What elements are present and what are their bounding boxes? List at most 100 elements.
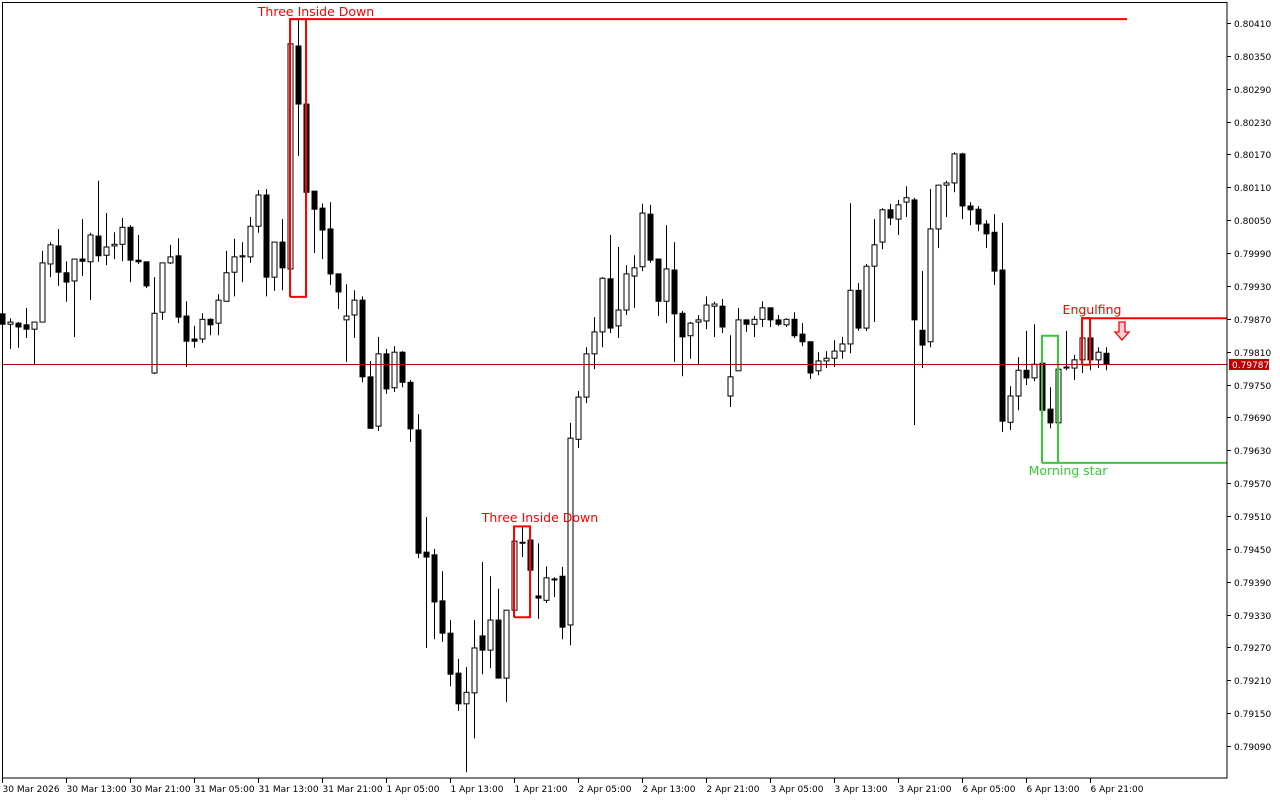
candle-body bbox=[1063, 366, 1070, 369]
candle-body bbox=[399, 351, 406, 383]
bearish-candle bbox=[855, 283, 862, 331]
candle-body bbox=[271, 241, 278, 278]
bullish-candle bbox=[583, 347, 590, 404]
candle-body bbox=[359, 299, 366, 378]
pattern-morning-star[interactable]: Morning star bbox=[1029, 334, 1227, 478]
candle-body bbox=[519, 541, 526, 544]
bearish-candle bbox=[967, 202, 974, 226]
candle-body bbox=[55, 245, 62, 273]
bullish-candle bbox=[943, 180, 950, 217]
bearish-candle bbox=[423, 517, 430, 648]
bearish-candle bbox=[447, 620, 454, 687]
pattern-label: Three Inside Down bbox=[481, 510, 598, 525]
price-tick-label: 0.79270 bbox=[1234, 644, 1271, 654]
candle-body bbox=[551, 578, 558, 581]
candle-body bbox=[23, 324, 30, 330]
price-tick-label: 0.79390 bbox=[1234, 579, 1271, 589]
candle-body bbox=[423, 551, 430, 558]
time-tick-label: 31 Mar 05:00 bbox=[195, 785, 255, 795]
pattern-box bbox=[513, 525, 531, 619]
candle-body bbox=[1047, 408, 1054, 424]
bearish-candle bbox=[175, 238, 182, 324]
pattern-three-inside-down[interactable]: Three Inside Down bbox=[257, 4, 1127, 298]
bullish-candle bbox=[727, 335, 734, 407]
bullish-candle bbox=[231, 238, 238, 297]
candle-body bbox=[327, 228, 334, 275]
bearish-candle bbox=[383, 348, 390, 394]
pattern-label: Morning star bbox=[1029, 463, 1109, 478]
bearish-candle bbox=[415, 414, 422, 559]
bullish-candle bbox=[31, 321, 38, 365]
candle-body bbox=[639, 212, 646, 268]
bearish-candle bbox=[295, 20, 302, 157]
candle-body bbox=[279, 241, 286, 269]
bearish-candle bbox=[559, 566, 566, 640]
time-tick-label: 1 Apr 21:00 bbox=[515, 785, 568, 795]
candle-body bbox=[743, 319, 750, 325]
price-tick-label: 0.80230 bbox=[1234, 119, 1271, 129]
candle-body bbox=[103, 246, 110, 256]
bearish-candle bbox=[431, 548, 438, 640]
candle-body bbox=[655, 258, 662, 302]
bearish-candle bbox=[647, 204, 654, 263]
candle-body bbox=[463, 691, 470, 705]
bullish-candle bbox=[695, 314, 702, 365]
bullish-candle bbox=[903, 186, 910, 217]
candle-body bbox=[439, 600, 446, 634]
candle-body bbox=[215, 299, 222, 324]
bullish-candle bbox=[751, 316, 758, 337]
bullish-candle bbox=[935, 184, 942, 249]
candle-body bbox=[175, 255, 182, 318]
price-tick-label: 0.79810 bbox=[1234, 349, 1271, 359]
candle-body bbox=[183, 315, 190, 342]
current-price-tag-bg bbox=[1229, 359, 1269, 370]
candle-body bbox=[935, 184, 942, 230]
bullish-candle bbox=[247, 216, 254, 263]
bullish-candle bbox=[503, 609, 510, 703]
candle-body bbox=[503, 609, 510, 679]
bullish-candle bbox=[1015, 357, 1022, 411]
candle-body bbox=[239, 255, 246, 258]
time-axis[interactable]: 30 Mar 2026 30 Mar 13:00 30 Mar 21:00 31 Ma… bbox=[2, 778, 1144, 795]
candle-body bbox=[127, 226, 134, 261]
candle-body bbox=[927, 228, 934, 343]
bearish-candle bbox=[95, 180, 102, 262]
pattern-engulfing[interactable]: Engulfing bbox=[1063, 302, 1227, 366]
bearish-candle bbox=[607, 234, 614, 334]
candle-body bbox=[879, 209, 886, 243]
time-tick-label: 3 Apr 21:00 bbox=[899, 785, 952, 795]
bullish-candle bbox=[591, 317, 598, 370]
candle-body bbox=[887, 209, 894, 219]
bullish-candle bbox=[1007, 386, 1014, 430]
bullish-candle bbox=[119, 217, 126, 262]
time-tick-label: 3 Apr 05:00 bbox=[771, 785, 824, 795]
sell-arrow-icon bbox=[1113, 321, 1131, 341]
candle-body bbox=[727, 376, 734, 397]
price-tick-label: 0.79990 bbox=[1234, 250, 1271, 260]
candle-body bbox=[487, 619, 494, 651]
price-axis[interactable]: 0.80410 0.80350 0.80290 0.80230 0.80170 0.801… bbox=[1227, 20, 1271, 753]
time-tick-label: 6 Apr 13:00 bbox=[1027, 785, 1080, 795]
bullish-candle bbox=[631, 255, 638, 308]
bearish-candle bbox=[207, 318, 214, 336]
candle-body bbox=[191, 338, 198, 342]
candle-body bbox=[159, 262, 166, 313]
candle-body bbox=[991, 231, 998, 272]
price-tick-label: 0.79570 bbox=[1234, 480, 1271, 490]
candle-body bbox=[919, 329, 926, 346]
candle-body bbox=[759, 307, 766, 320]
bullish-candle bbox=[759, 301, 766, 327]
bullish-candle bbox=[551, 577, 558, 598]
bearish-candle bbox=[63, 261, 70, 302]
pattern-three-inside-down[interactable]: Three Inside Down bbox=[481, 510, 598, 619]
candle-body bbox=[119, 226, 126, 245]
price-tick-label: 0.80290 bbox=[1234, 86, 1271, 96]
candle-body bbox=[79, 258, 86, 262]
candle-body bbox=[839, 343, 846, 352]
bearish-candle bbox=[327, 202, 334, 285]
candle-body bbox=[447, 632, 454, 675]
candle-body bbox=[975, 208, 982, 225]
candle-body bbox=[815, 360, 822, 372]
candle-body bbox=[687, 322, 694, 337]
